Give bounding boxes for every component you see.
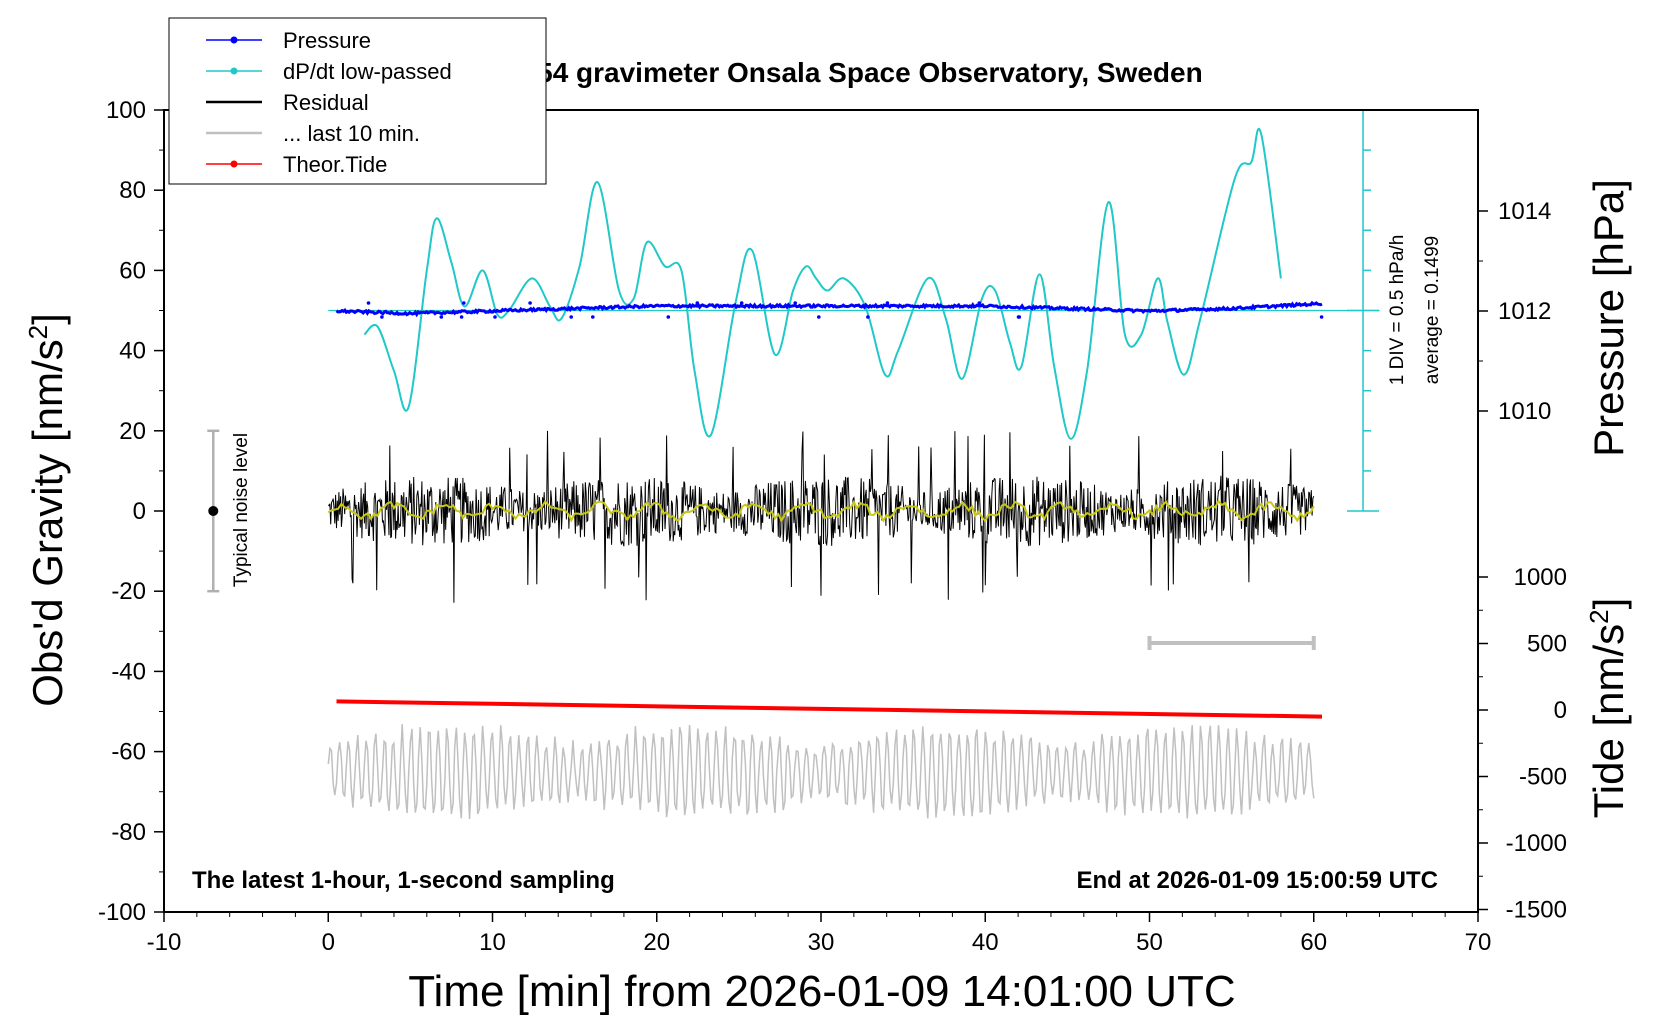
series-dpdt-line: [363, 127, 1282, 440]
pressure-point: [739, 301, 744, 305]
pressure-tick-label: 1010: [1498, 398, 1551, 425]
pressure-point: [569, 315, 573, 319]
series-residual-smoothed: [327, 499, 1315, 523]
y-axis-label: Obs'd Gravity [nm/s2]: [23, 313, 71, 707]
x-tick-label: 10: [479, 929, 506, 956]
x-axis-label: Time [min] from 2026-01-09 14:01:00 UTC: [408, 967, 1235, 1016]
pressure-point: [1319, 315, 1324, 319]
pressure-point: [366, 301, 371, 305]
dpdt-average-label: average = 0.1499: [1422, 236, 1443, 384]
y-axis-label-sup: 2: [23, 325, 53, 339]
x-tick-label: 50: [1136, 929, 1163, 956]
legend-marker-dpdt: [230, 67, 238, 75]
pressure-point: [885, 301, 890, 305]
pressure-point: [528, 301, 532, 305]
pressure-point: [866, 315, 870, 319]
legend-item-pressure: Pressure: [206, 28, 371, 53]
x-tick-label: 60: [1300, 929, 1327, 956]
x-tick-label: 20: [643, 929, 670, 956]
pressure-point: [666, 315, 671, 319]
legend-item-last-10-min: ... last 10 min.: [206, 121, 420, 146]
y-tick-label: 20: [119, 418, 146, 445]
legend-item-dpdt: dP/dt low-passed: [206, 59, 452, 84]
series-last-10-min-line: [327, 724, 1315, 820]
pressure-point: [439, 315, 444, 319]
dpdt-scale-label: 1 DIV = 0.5 hPa/h: [1387, 235, 1408, 386]
y-tick-label: -80: [111, 819, 146, 846]
legend-item-residual: Residual: [206, 90, 369, 115]
legend: Pressure dP/dt low-passed Residual ... l…: [168, 17, 547, 185]
pressure-point: [695, 301, 700, 305]
tide-tick-label: 0: [1554, 697, 1567, 724]
x-tick-label: 30: [808, 929, 835, 956]
tide-axis-label: Tide [nm/s2]: [1584, 598, 1632, 819]
x-tick-label: 0: [322, 929, 335, 956]
y-tick-label: -20: [111, 578, 146, 605]
pressure-point: [793, 301, 797, 305]
pressure-axis-label: Pressure [hPa]: [1585, 179, 1632, 457]
chart-title: SCG_054 gravimeter Onsala Space Observat…: [445, 57, 1202, 88]
pressure-point: [591, 315, 595, 319]
y-tick-label: 80: [119, 177, 146, 204]
legend-label-residual: Residual: [283, 90, 369, 115]
y-tick-label: 60: [119, 257, 146, 284]
tide-tick-label: -1500: [1506, 897, 1567, 924]
legend-label-last-10-min: ... last 10 min.: [283, 121, 420, 146]
x-tick-label: -10: [147, 929, 182, 956]
y-tick-label: -40: [111, 658, 146, 685]
tide-tick-label: -1000: [1506, 830, 1567, 857]
noise-level-label: Typical noise level: [231, 433, 252, 587]
y-tick-label: 0: [133, 498, 146, 525]
series-pressure-line: [335, 300, 1323, 318]
noise-level-dot: [208, 506, 219, 516]
legend-item-theor-tide: Theor.Tide: [206, 152, 387, 177]
tide-axis-label-sup: 2: [1584, 609, 1614, 623]
y-tick-label: -60: [111, 739, 146, 766]
legend-label-pressure: Pressure: [283, 28, 371, 53]
pressure-tick-label: 1012: [1498, 298, 1551, 325]
legend-marker-pressure: [230, 36, 238, 44]
pressure-point: [380, 315, 384, 319]
y-tick-label: 40: [119, 338, 146, 365]
legend-label-dpdt: dP/dt low-passed: [283, 59, 452, 84]
pressure-point: [1016, 315, 1021, 319]
y-tick-label: 100: [106, 97, 146, 124]
pressure-point: [817, 315, 821, 319]
tide-tick-label: 500: [1527, 631, 1567, 658]
note-left: The latest 1-hour, 1-second sampling: [192, 867, 615, 894]
series-theor-tide-line: [336, 699, 1323, 719]
tide-tick-label: -500: [1519, 764, 1567, 791]
pressure-point: [462, 301, 466, 305]
series-residual-line: [327, 430, 1315, 603]
tide-tick-label: 1000: [1514, 564, 1567, 591]
legend-marker-theor-tide: [230, 160, 238, 168]
note-right: End at 2026-01-09 15:00:59 UTC: [1077, 867, 1439, 894]
pressure-point: [493, 315, 497, 319]
legend-label-theor-tide: Theor.Tide: [283, 152, 387, 177]
y-tick-label: -100: [98, 899, 146, 926]
pressure-point: [977, 301, 982, 305]
x-tick-label: 70: [1465, 929, 1492, 956]
pressure-tick-label: 1014: [1498, 198, 1551, 225]
pressure-point: [459, 315, 464, 319]
x-tick-label: 40: [972, 929, 999, 956]
